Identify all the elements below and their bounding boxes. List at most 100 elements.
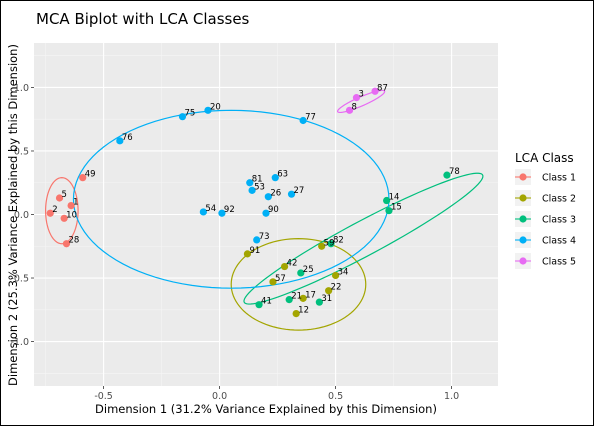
point-59 [318, 242, 326, 250]
point-81 [246, 179, 254, 187]
point-label-87: 87 [377, 83, 388, 93]
ellipse-class-1 [44, 177, 79, 245]
point-label-81: 81 [252, 175, 263, 185]
point-label-3: 3 [358, 90, 363, 100]
point-82 [327, 240, 335, 248]
legend-label-class-2: Class 2 [542, 194, 576, 205]
point-90 [262, 209, 270, 217]
point-87 [371, 87, 379, 95]
point-label-73: 73 [259, 232, 270, 242]
point-22 [325, 287, 333, 295]
point-label-49: 49 [85, 170, 96, 180]
point-label-25: 25 [303, 265, 314, 275]
point-label-15: 15 [391, 203, 402, 213]
point-31 [315, 298, 323, 306]
legend-label-class-4: Class 4 [542, 236, 576, 247]
point-label-82: 82 [333, 236, 344, 246]
point-28 [62, 240, 71, 248]
y-tick-label: -0.5 [10, 274, 29, 285]
point-label-14: 14 [389, 193, 400, 203]
point-label-54: 54 [205, 204, 216, 214]
point-label-77: 77 [305, 112, 316, 122]
point-label-75: 75 [184, 109, 195, 119]
point-27 [287, 190, 296, 198]
point-label-59: 59 [324, 238, 335, 248]
point-21 [285, 296, 293, 304]
point-label-1: 1 [73, 198, 78, 208]
point-41 [255, 301, 263, 309]
point-label-27: 27 [294, 186, 305, 196]
point-label-34: 34 [338, 267, 349, 277]
point-12 [292, 309, 300, 318]
point-8 [345, 106, 354, 114]
point-label-90: 90 [268, 205, 279, 215]
x-tick-label: 0.0 [212, 391, 227, 402]
point-78 [443, 171, 451, 179]
point-label-17: 17 [305, 290, 316, 300]
x-tick-label: 0.5 [328, 391, 343, 402]
data-points [46, 87, 451, 318]
ellipse-class-4 [72, 109, 390, 289]
point-label-10: 10 [66, 210, 77, 220]
point-label-53: 53 [254, 182, 265, 192]
y-tick-label: 0.0 [14, 210, 29, 221]
point-20 [204, 106, 212, 114]
point-91 [243, 250, 252, 258]
point-label-8: 8 [352, 102, 357, 112]
point-63 [271, 174, 279, 182]
point-75 [178, 113, 187, 121]
y-axis-label: Dimension 2 (25.3% Variance Explained by… [6, 44, 20, 386]
chart-title: MCA Biplot with LCA Classes [36, 10, 250, 28]
point-label-41: 41 [261, 297, 272, 307]
legend-label-class-5: Class 5 [542, 257, 576, 268]
point-label-63: 63 [277, 170, 288, 180]
legend-key-dot [519, 173, 527, 181]
point-77 [299, 116, 307, 125]
point-1 [67, 202, 75, 210]
legend-key-dot [519, 194, 527, 202]
y-axis: -1.0 -0.5 0.0 0.5 1.0 [10, 83, 34, 348]
point-25 [297, 269, 305, 277]
y-tick-label: -1.0 [10, 337, 29, 348]
point-label-92: 92 [224, 205, 235, 215]
point-49 [79, 174, 87, 182]
point-3 [352, 94, 361, 102]
x-axis-label: Dimension 1 (31.2% Variance Explained by… [95, 402, 437, 416]
point-14 [383, 196, 391, 205]
x-tick-label: -0.5 [94, 391, 113, 402]
legend-key-dot [519, 215, 527, 223]
point-label-22: 22 [331, 283, 342, 293]
point-label-31: 31 [321, 294, 332, 304]
x-axis: -0.5 0.0 0.5 1.0 [94, 386, 459, 402]
point-34 [332, 271, 340, 280]
point-92 [218, 209, 226, 217]
legend-key-dot [519, 236, 527, 244]
legend-label-class-1: Class 1 [542, 173, 576, 184]
point-label-78: 78 [449, 167, 460, 177]
point-label-26: 26 [270, 189, 281, 199]
legend-items: Class 1 Class 2 Class 3 Class 4 Class 5 [515, 169, 576, 269]
point-label-2: 2 [52, 205, 57, 215]
point-label-28: 28 [68, 236, 79, 246]
point-label-76: 76 [122, 133, 133, 143]
y-tick-label: 0.5 [14, 146, 29, 157]
point-label-42: 42 [287, 259, 298, 269]
point-label-21: 21 [291, 292, 302, 302]
point-73 [253, 236, 261, 244]
point-54 [199, 208, 207, 216]
point-17 [299, 294, 307, 302]
point-2 [46, 209, 54, 217]
point-label-12: 12 [298, 306, 309, 316]
x-tick-label: 1.0 [444, 391, 459, 402]
ellipse-class-5 [336, 89, 386, 114]
legend-key-dot [519, 257, 527, 265]
point-label-20: 20 [210, 102, 221, 112]
point-42 [280, 262, 289, 271]
y-tick-label: 1.0 [14, 83, 29, 94]
point-label-91: 91 [249, 246, 260, 256]
point-26 [264, 193, 272, 201]
major-gridlines [34, 43, 498, 386]
